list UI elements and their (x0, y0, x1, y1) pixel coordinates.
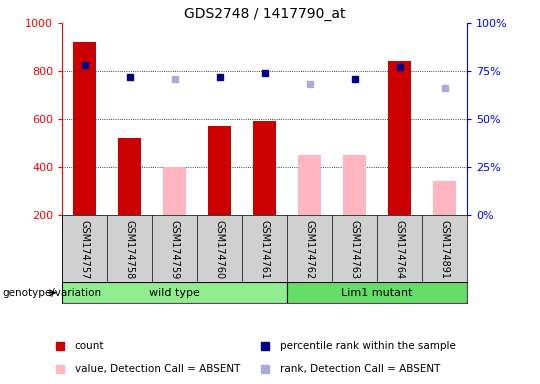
Text: rank, Detection Call = ABSENT: rank, Detection Call = ABSENT (280, 364, 440, 374)
Text: GSM174758: GSM174758 (125, 220, 134, 280)
Text: GSM174761: GSM174761 (260, 220, 269, 280)
Text: GSM174759: GSM174759 (170, 220, 180, 280)
Text: GSM174763: GSM174763 (349, 220, 360, 280)
Bar (287, 282, 467, 303)
Bar (73, 42, 96, 215)
Text: GSM174757: GSM174757 (79, 220, 90, 280)
Text: GSM174760: GSM174760 (214, 220, 225, 280)
Bar (253, 121, 276, 215)
Bar (163, 167, 186, 215)
Bar (118, 138, 141, 215)
Text: wild type: wild type (149, 288, 200, 298)
Bar (62, 282, 287, 303)
Text: GSM174891: GSM174891 (440, 220, 450, 280)
Bar (208, 126, 231, 215)
Text: GSM174762: GSM174762 (305, 220, 315, 280)
Text: percentile rank within the sample: percentile rank within the sample (280, 341, 455, 351)
Title: GDS2748 / 1417790_at: GDS2748 / 1417790_at (184, 7, 346, 21)
Text: value, Detection Call = ABSENT: value, Detection Call = ABSENT (75, 364, 240, 374)
Text: Lim1 mutant: Lim1 mutant (341, 288, 413, 298)
Bar (388, 61, 411, 215)
Bar (299, 155, 321, 215)
Bar (343, 155, 366, 215)
Text: count: count (75, 341, 104, 351)
Text: genotype/variation: genotype/variation (3, 288, 102, 298)
Bar (434, 182, 456, 215)
Text: GSM174764: GSM174764 (395, 220, 404, 280)
